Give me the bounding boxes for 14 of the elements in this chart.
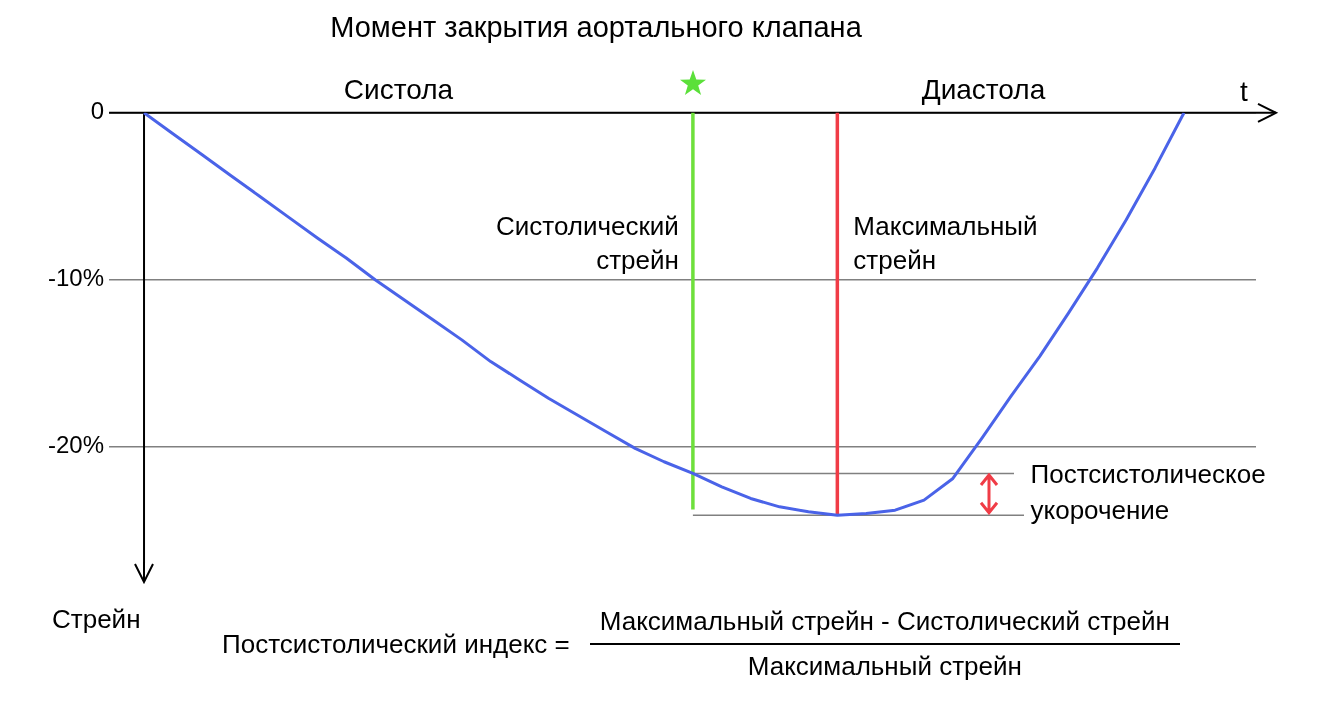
- y-tick-label: -10%: [48, 264, 105, 292]
- text: Максимальный стрейн: [747, 650, 1022, 682]
- text: Систола: [343, 73, 454, 105]
- y-tick-label: 0: [90, 97, 105, 125]
- annotation: Максимальный стрейн: [853, 210, 1038, 275]
- annotation: Постсистолическое укорочение: [1030, 459, 1266, 526]
- chart-title: Момент закрытия аортального клапана: [330, 11, 863, 44]
- annotation: Систолический стрейн: [495, 210, 679, 275]
- text: Диастола: [921, 73, 1046, 105]
- y-tick-label: -20%: [48, 431, 105, 459]
- text: Постсистолический индекс =: [222, 628, 570, 660]
- text: Максимальный стрейн - Систолический стрейн: [589, 606, 1180, 645]
- y-axis-title: Стрейн: [51, 604, 142, 635]
- x-axis-title: t: [1240, 75, 1249, 107]
